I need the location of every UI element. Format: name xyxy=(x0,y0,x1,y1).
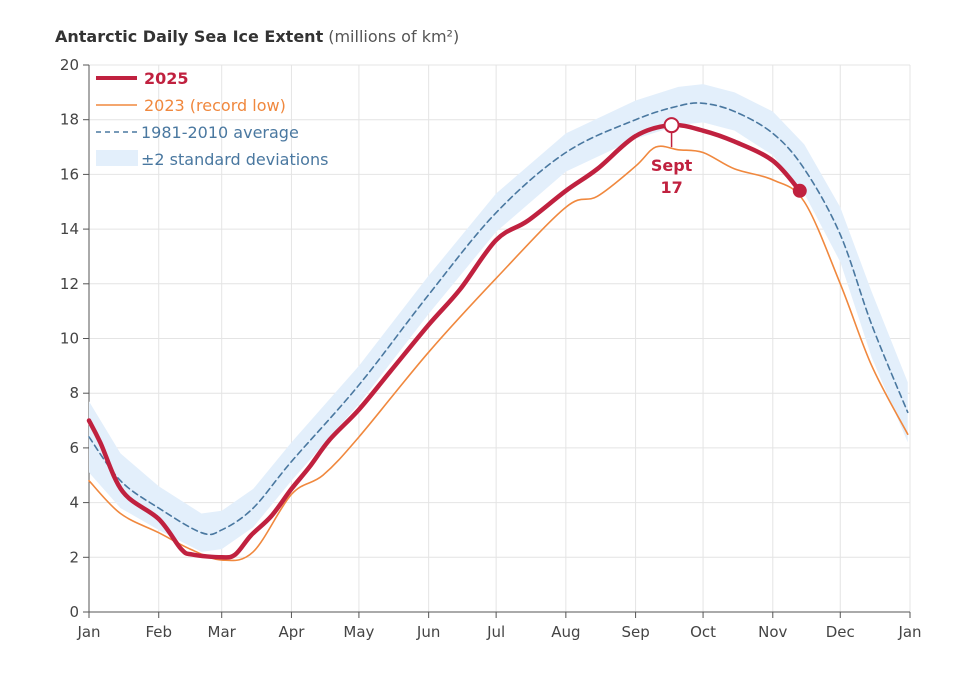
y-tick-label: 12 xyxy=(60,275,79,293)
x-tick-label: Aug xyxy=(551,623,580,641)
y-tick-label: 10 xyxy=(60,330,79,348)
x-tick-label: May xyxy=(343,623,374,641)
chart-title-units: (millions of km²) xyxy=(328,27,459,46)
y-tick-label: 4 xyxy=(69,494,79,512)
axes: 0 2 4 6 8 10 12 14 16 18 20 Jan Feb Mar Apr May Jun Jul Au… xyxy=(60,56,922,641)
x-tick-label: Oct xyxy=(690,623,716,641)
x-tick-label: Nov xyxy=(758,623,787,641)
x-tick-label: Jul xyxy=(486,623,505,641)
y-tick-label: 0 xyxy=(69,603,79,621)
legend-label-2025: 2025 xyxy=(144,69,189,88)
y-tick-label: 2 xyxy=(69,548,79,566)
x-tick-label: Mar xyxy=(208,623,237,641)
chart-title: Antarctic Daily Sea Ice Extent (millions … xyxy=(55,27,459,46)
peak-annotation: Sept 17 xyxy=(651,156,693,197)
annotation-day: 17 xyxy=(660,178,682,197)
legend: 2025 2023 (record low) 1981-2010 average… xyxy=(96,69,328,169)
x-tick-label: Jun xyxy=(416,623,440,641)
series-line-s2023 xyxy=(88,145,909,562)
series-line-average xyxy=(88,102,909,536)
y-tick-label: 8 xyxy=(69,384,79,402)
latest-value-marker xyxy=(792,183,807,198)
legend-swatch-band xyxy=(96,150,138,166)
data-marks xyxy=(86,84,909,562)
x-tick-label: Dec xyxy=(826,623,855,641)
chart-title-main: Antarctic Daily Sea Ice Extent xyxy=(55,27,324,46)
x-tick-label: Jan xyxy=(897,623,921,641)
annotation-month: Sept xyxy=(651,156,693,175)
peak-marker xyxy=(663,117,680,134)
y-tick-label: 14 xyxy=(60,220,79,238)
x-tick-label: Apr xyxy=(278,623,305,641)
y-tick-label: 18 xyxy=(60,111,79,129)
legend-label-average: 1981-2010 average xyxy=(141,123,299,142)
x-tick-label: Jan xyxy=(76,623,100,641)
y-tick-label: 20 xyxy=(60,56,79,74)
series-line-s2025 xyxy=(86,122,803,560)
x-tick-label: Feb xyxy=(145,623,172,641)
y-tick-label: 6 xyxy=(69,439,79,457)
y-tick-label: 16 xyxy=(60,165,79,183)
std-dev-band xyxy=(89,84,908,552)
x-tick-label: Sep xyxy=(621,623,649,641)
legend-label-2023: 2023 (record low) xyxy=(144,96,286,115)
legend-label-band: ±2 standard deviations xyxy=(141,150,328,169)
